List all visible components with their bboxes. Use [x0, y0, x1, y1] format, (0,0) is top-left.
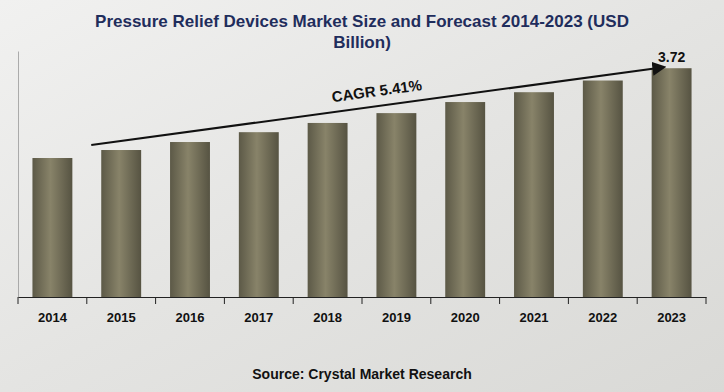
separator [155, 297, 156, 304]
x-tick: 2014 [38, 297, 68, 325]
title: Pressure Relief Devices Market Size and … [95, 12, 629, 52]
bar [239, 132, 279, 297]
bar [583, 81, 623, 297]
bars [32, 68, 691, 297]
x-tick-label: 2019 [382, 310, 411, 325]
separator [568, 297, 569, 304]
separator [430, 297, 431, 304]
x-tick-label: 2016 [176, 310, 205, 325]
chart: Pressure Relief Devices Market Size and … [0, 0, 724, 392]
trend-arrow [91, 67, 663, 145]
separator [86, 297, 87, 304]
separator [362, 297, 363, 304]
x-tick: 2016 [176, 297, 205, 325]
background [0, 0, 724, 392]
x-tick-label: 2015 [107, 310, 136, 325]
x-tick: 2015 [107, 297, 136, 325]
bar [445, 102, 485, 297]
separator [499, 297, 500, 304]
x-tick: 2022 [588, 297, 617, 325]
bar [101, 150, 141, 297]
x-tick: 2019 [382, 297, 411, 325]
x-tick: 2018 [313, 297, 342, 325]
bar [170, 142, 210, 297]
bar [308, 123, 348, 297]
x-tick: 2020 [451, 297, 480, 325]
separator [293, 297, 294, 304]
y-axis-line [18, 52, 19, 298]
category-separators [18, 297, 706, 304]
bar [652, 68, 692, 297]
data-labels: 3.72 [658, 49, 685, 65]
y-axis [18, 52, 19, 298]
annotation: CAGR 5.41% [331, 76, 423, 105]
separator [224, 297, 225, 304]
x-tick-label: 2018 [313, 310, 342, 325]
data-label: 3.72 [658, 49, 685, 65]
bar [514, 92, 554, 297]
x-tick-label: 2017 [244, 310, 273, 325]
x-axis: 2014 2015 2016 2017 2018 2019 2020 2021 2022 2023 [19, 297, 707, 325]
bar [376, 113, 416, 297]
x-tick-label: 2021 [520, 310, 549, 325]
x-tick-label: 2023 [657, 310, 686, 325]
separator [18, 297, 19, 304]
separator [637, 297, 638, 304]
x-tick-label: 2022 [588, 310, 617, 325]
bar [32, 158, 72, 297]
x-tick: 2023 [657, 297, 686, 325]
source: Source: Crystal Market Research [252, 366, 471, 382]
x-tick-label: 2020 [451, 310, 480, 325]
x-tick: 2017 [244, 297, 273, 325]
x-tick: 2021 [520, 297, 549, 325]
x-tick-label: 2014 [38, 310, 68, 325]
separator [706, 297, 707, 304]
